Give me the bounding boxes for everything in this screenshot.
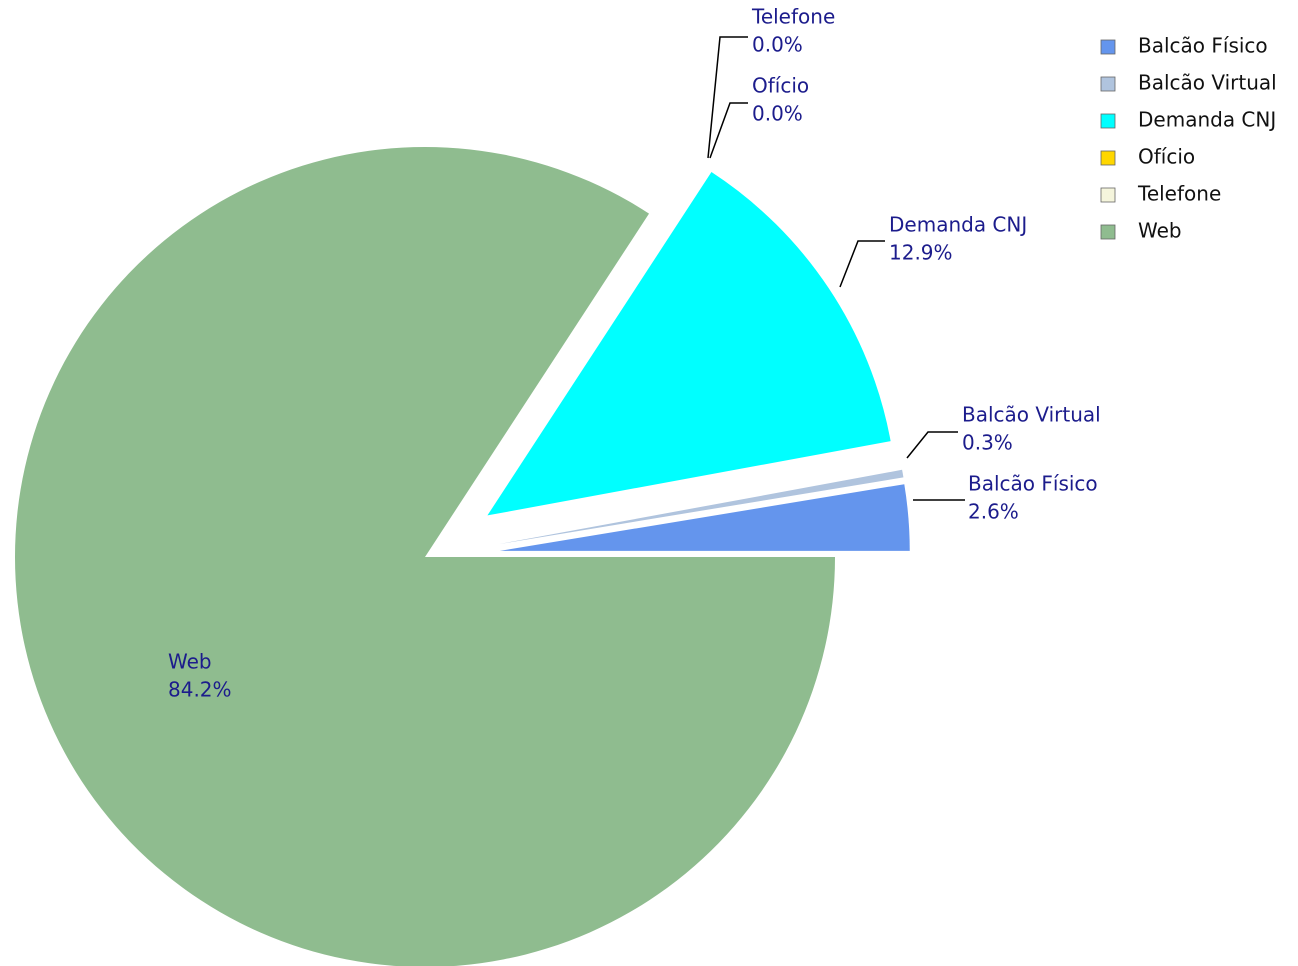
legend-swatch <box>1100 39 1116 55</box>
pie-slice <box>15 147 835 966</box>
slice-label: Telefone <box>751 5 835 29</box>
legend-label: Web <box>1138 219 1182 243</box>
legend-swatch <box>1100 187 1116 203</box>
leader-line <box>709 102 748 159</box>
legend-label: Demanda CNJ <box>1138 108 1276 132</box>
leader-line <box>906 431 958 459</box>
legend-label: Telefone <box>1137 182 1221 206</box>
slice-value-label: 0.3% <box>962 431 1013 455</box>
slice-value-label: 0.0% <box>752 33 803 57</box>
legend-label: Ofício <box>1138 145 1195 169</box>
pie-slice <box>498 469 904 545</box>
leader-line <box>707 36 748 159</box>
legend-swatch <box>1100 224 1116 240</box>
slice-value-label: 2.6% <box>968 500 1019 524</box>
legend-label: Balcão Físico <box>1138 34 1268 58</box>
legend-label: Balcão Virtual <box>1138 71 1277 95</box>
slice-label: Demanda CNJ <box>889 213 1027 237</box>
leader-line <box>839 240 885 288</box>
legend-swatch <box>1100 76 1116 92</box>
slice-label: Ofício <box>752 74 809 98</box>
slice-value-label: 0.0% <box>752 102 803 126</box>
slice-value-label: 12.9% <box>889 241 953 265</box>
pie-slice <box>499 484 910 551</box>
legend-swatch <box>1100 113 1116 129</box>
slice-label: Balcão Físico <box>968 472 1098 496</box>
pie-slice <box>487 172 891 516</box>
slice-label: Web <box>168 650 212 674</box>
slice-value-label: 84.2% <box>168 678 232 702</box>
legend-swatch <box>1100 150 1116 166</box>
slice-label: Balcão Virtual <box>962 403 1101 427</box>
